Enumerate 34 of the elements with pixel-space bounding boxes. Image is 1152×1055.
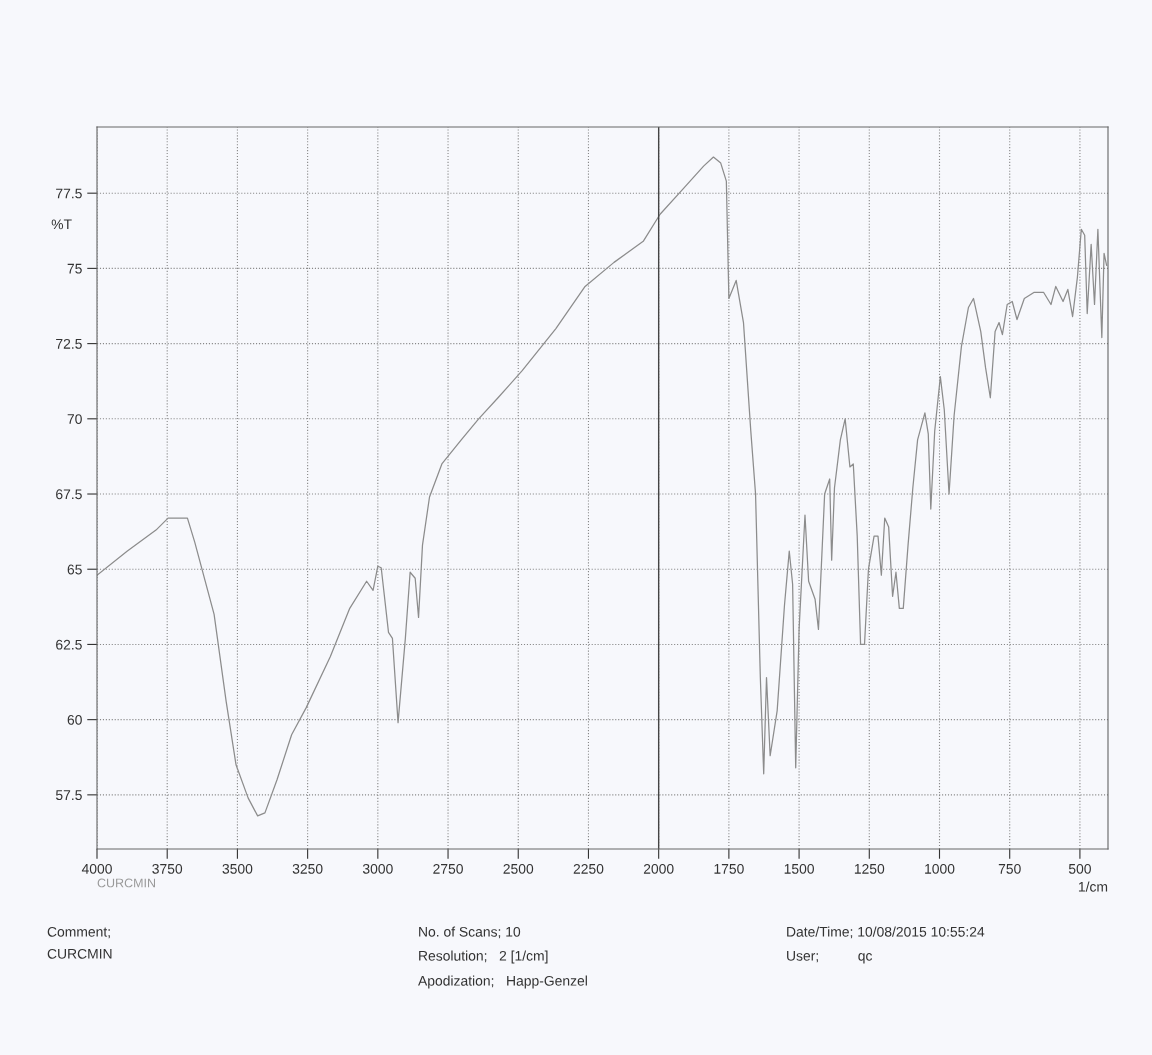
text: Comment;	[47, 926, 110, 939]
y-tick-label: 77.5	[56, 188, 82, 199]
x-tick-label: 1000	[925, 863, 955, 874]
text: User; qc	[787, 951, 873, 964]
y-tick-label: 72.5	[56, 338, 82, 349]
x-tick-label: 1500	[784, 863, 814, 874]
y-tick-label: 67.5	[56, 489, 82, 500]
y-tick-label: 62.5	[56, 639, 82, 650]
text: CURCMIN	[97, 878, 155, 888]
x-tick-label: 2500	[503, 863, 534, 874]
x-tick-label: 3500	[222, 863, 253, 874]
x-tick-label: 500	[1068, 863, 1091, 874]
x-tick-label: 3000	[362, 863, 393, 874]
y-axis-title: %T	[51, 219, 72, 230]
text: Date/Time; 10/08/2015 10:55:24	[787, 926, 985, 939]
text: Apodization; Happ-Genzel	[418, 975, 587, 989]
x-tick-label: 750	[998, 863, 1021, 874]
x-axis-title: 1/cm	[1078, 881, 1108, 892]
x-tick-label: 3750	[152, 863, 183, 874]
x-tick-label: 1250	[854, 863, 885, 874]
x-tick-label: 2250	[573, 863, 604, 874]
text: No. of Scans; 10	[419, 926, 521, 939]
y-tick-label: 60	[67, 714, 82, 725]
text: CURCMIN	[47, 948, 112, 959]
y-tick-label: 75	[67, 263, 82, 274]
y-tick-label: 57.5	[55, 790, 82, 801]
y-tick-label: 65	[67, 564, 82, 575]
text: Resolution; 2 [1/cm]	[419, 950, 548, 964]
x-tick-label: 2750	[433, 863, 463, 874]
x-tick-label: 2000	[643, 863, 674, 874]
x-tick-label: 4000	[81, 863, 112, 874]
x-tick-label: 3250	[292, 863, 323, 874]
x-tick-label: 1750	[714, 863, 744, 874]
y-tick-label: 70	[67, 414, 82, 424]
